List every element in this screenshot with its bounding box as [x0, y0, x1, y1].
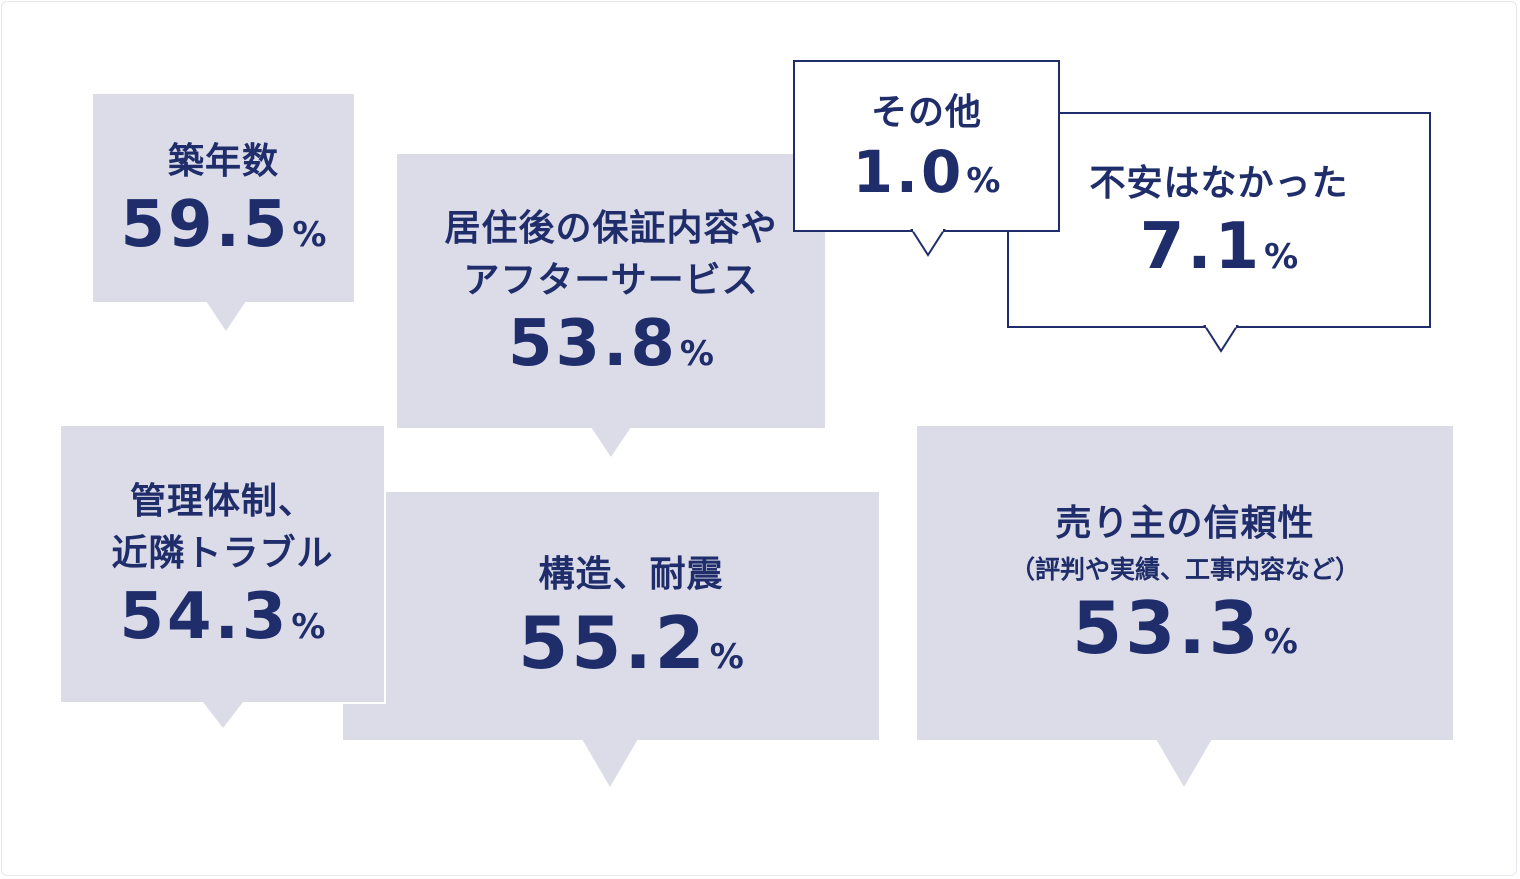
bubble-label: 居住後の保証内容や アフターサービス — [444, 207, 778, 301]
bubble-tail — [1203, 324, 1239, 353]
bubble-fuan-nashi: 不安はなかった 7.1% — [1007, 112, 1431, 328]
bubble-label: その他 — [870, 92, 982, 133]
bubble-tail — [1156, 739, 1212, 787]
bubble-value: 53.3% — [1072, 586, 1298, 670]
bubble-tail — [206, 301, 246, 331]
bubble-label: 売り主の信頼性 — [1055, 502, 1315, 544]
bubble-value: 55.2% — [518, 600, 744, 685]
bubble-label: 構造、耐震 — [538, 554, 724, 596]
bubble-label: 管理体制、 近隣トラブル — [111, 480, 334, 574]
bubble-label: 築年数 — [167, 140, 279, 182]
bubble-tail — [910, 228, 946, 257]
bubble-hosho: 居住後の保証内容や アフターサービス 53.8% — [397, 154, 825, 428]
bubble-sublabel: （評判や実績、工事内容など） — [1009, 555, 1360, 584]
bubble-value: 7.1% — [1139, 209, 1299, 284]
bubble-tail — [582, 739, 638, 787]
bubble-tail — [591, 427, 631, 457]
bubble-tail — [203, 702, 243, 728]
bubble-kozo: 構造、耐震 55.2% — [343, 492, 879, 740]
bubble-value: 54.3% — [119, 579, 326, 654]
bubble-chikunensu: 築年数 59.5% — [93, 94, 354, 302]
bubble-urinushi: 売り主の信頼性 （評判や実績、工事内容など） 53.3% — [917, 426, 1453, 740]
bubble-value: 1.0% — [852, 138, 1001, 207]
bubble-sonota: その他 1.0% — [793, 60, 1060, 232]
bubble-value: 53.8% — [508, 306, 714, 381]
bubble-label: 不安はなかった — [1089, 162, 1349, 204]
bubble-kanri: 管理体制、 近隣トラブル 54.3% — [61, 426, 386, 704]
bubble-value: 59.5% — [120, 187, 327, 262]
